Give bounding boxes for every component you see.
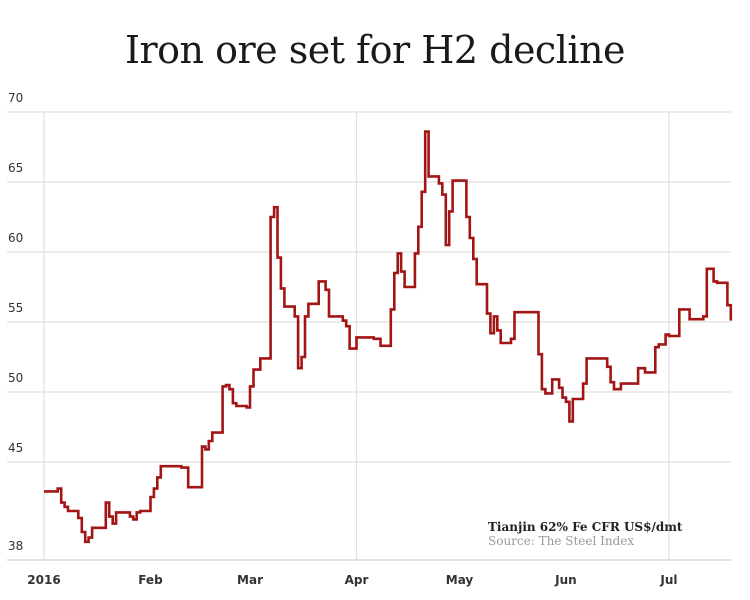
y-tick-label: 70 [8, 91, 23, 105]
x-tick-label: Mar [237, 573, 263, 587]
gridlines [7, 111, 731, 561]
x-tick-label: Jun [554, 573, 577, 587]
x-tick-label: Jul [659, 573, 677, 587]
chart-title: Iron ore set for H2 decline [124, 28, 626, 72]
y-tick-label: 38 [8, 539, 23, 553]
y-tick-label: 65 [8, 161, 23, 175]
y-tick-label: 45 [8, 441, 23, 455]
y-tick-label: 50 [8, 371, 23, 385]
price-series-line [44, 130, 733, 544]
x-axis: 2016 Feb Mar Apr May Jun Jul [27, 573, 677, 587]
x-tick-label: May [446, 573, 474, 587]
annotation-label: Tianjin 62% Fe CFR US$/dmt [488, 520, 683, 534]
y-axis: 38 45 50 55 60 65 70 [8, 91, 23, 553]
annotation-source: Source: The Steel Index [488, 534, 634, 548]
x-tick-label: 2016 [27, 573, 60, 587]
x-tick-label: Apr [345, 573, 369, 587]
y-tick-label: 60 [8, 231, 23, 245]
y-tick-label: 55 [8, 301, 23, 315]
x-tick-label: Feb [138, 573, 163, 587]
